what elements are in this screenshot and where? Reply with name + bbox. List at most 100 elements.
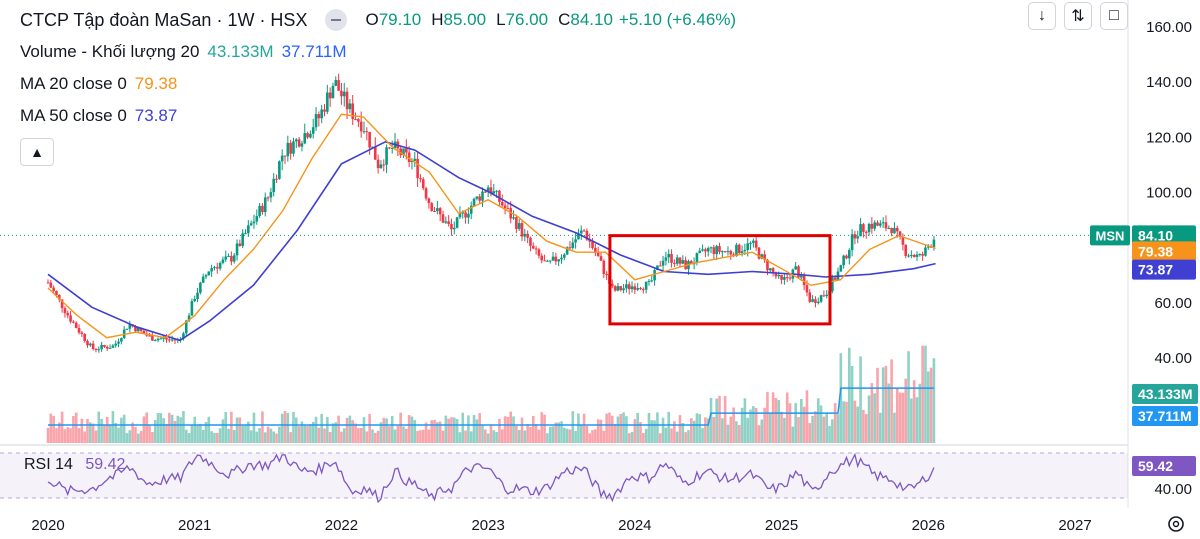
time-tick-label: 2020 bbox=[31, 517, 64, 534]
volume-bar bbox=[275, 433, 278, 443]
volume-bar bbox=[498, 418, 501, 443]
candle-body bbox=[625, 284, 628, 289]
minus-icon[interactable] bbox=[325, 9, 348, 31]
ma50-line bbox=[47, 140, 936, 342]
candle-body bbox=[568, 247, 572, 249]
candle-body bbox=[218, 262, 222, 269]
volume-bar bbox=[529, 426, 532, 443]
volume-bar bbox=[768, 413, 772, 443]
collapse-arrows-icon[interactable]: ⇅ bbox=[1064, 2, 1092, 30]
volume-bar bbox=[289, 432, 292, 443]
candle-body bbox=[785, 277, 789, 279]
volume-bar bbox=[173, 420, 177, 443]
candle-body bbox=[481, 191, 484, 201]
candle-body bbox=[184, 320, 188, 334]
volume-bar bbox=[419, 430, 422, 443]
candle-body bbox=[182, 333, 185, 339]
volume-bar bbox=[252, 412, 256, 443]
volume-bar bbox=[630, 431, 634, 443]
volume-bar bbox=[636, 412, 639, 443]
volume-ma-value: 37.711M bbox=[281, 42, 347, 61]
candle-body bbox=[537, 249, 541, 256]
volume-bar bbox=[300, 421, 304, 443]
candle-body bbox=[636, 288, 639, 290]
volume-bar bbox=[153, 419, 157, 443]
volume-bar bbox=[66, 427, 70, 443]
ma20-legend[interactable]: MA 20 close 0 79.38 bbox=[20, 68, 742, 100]
candle-body bbox=[91, 343, 95, 349]
candle-body bbox=[554, 256, 558, 262]
candle-body bbox=[484, 191, 487, 193]
candle-body bbox=[168, 339, 171, 341]
volume-bar bbox=[862, 409, 865, 443]
candle-body bbox=[413, 158, 417, 161]
volume-bar bbox=[763, 407, 766, 443]
volume-bar bbox=[489, 424, 493, 443]
volume-bar bbox=[706, 418, 710, 443]
open-key: O bbox=[365, 10, 379, 29]
candle-body bbox=[723, 251, 727, 253]
volume-bar bbox=[495, 431, 498, 443]
volume-bar bbox=[794, 403, 797, 443]
volume-bar bbox=[72, 416, 75, 443]
ma50-badge: 73.87 bbox=[1138, 262, 1173, 278]
ticker-badge: MSN bbox=[1096, 228, 1125, 243]
rsi-legend[interactable]: RSI 14 59.42 bbox=[24, 456, 125, 474]
volume-bar bbox=[926, 371, 930, 443]
candle-body bbox=[740, 251, 744, 253]
candle-body bbox=[359, 121, 363, 132]
candle-body bbox=[599, 256, 603, 261]
volume-bar bbox=[876, 367, 879, 443]
volume-bar bbox=[492, 430, 496, 443]
volume-bar bbox=[373, 433, 377, 443]
volume-bar bbox=[145, 412, 149, 443]
candle-body bbox=[797, 266, 800, 278]
ma50-legend[interactable]: MA 50 close 0 73.87 bbox=[20, 100, 742, 132]
volume-bar bbox=[362, 417, 366, 443]
collapse-legend-button[interactable]: ▲ bbox=[20, 138, 54, 166]
candle-body bbox=[802, 275, 806, 286]
volume-bar bbox=[357, 428, 360, 443]
volume-bar bbox=[644, 428, 648, 443]
volume-bar bbox=[410, 416, 414, 443]
chevron-up-icon: ▲ bbox=[30, 144, 44, 160]
volume-bar bbox=[650, 420, 654, 443]
volume-bar bbox=[139, 431, 143, 443]
candle-body bbox=[388, 147, 391, 149]
volume-bar bbox=[642, 433, 645, 443]
candle-body bbox=[579, 230, 583, 234]
volume-bar bbox=[402, 426, 405, 443]
candle-body bbox=[379, 164, 383, 169]
candle-body bbox=[275, 178, 278, 180]
candle-body bbox=[49, 282, 53, 288]
maximize-icon[interactable]: □ bbox=[1100, 2, 1128, 30]
volume-bar bbox=[461, 412, 465, 443]
volume-bar bbox=[684, 432, 687, 443]
candle-body bbox=[506, 208, 510, 210]
volume-bar bbox=[407, 415, 411, 443]
settings-icon[interactable] bbox=[1168, 516, 1184, 532]
close-value: 84.10 bbox=[570, 10, 613, 29]
candle-body bbox=[856, 236, 860, 239]
volume-bar bbox=[568, 429, 572, 443]
volume-bar bbox=[698, 414, 702, 443]
candle-body bbox=[165, 337, 168, 340]
candle-body bbox=[286, 142, 290, 157]
volume-legend[interactable]: Volume - Khối lượng 20 43.133M 37.711M bbox=[20, 36, 742, 68]
candle-body bbox=[60, 299, 64, 309]
volume-bar bbox=[805, 390, 809, 443]
volume-bar bbox=[771, 392, 775, 443]
candle-body bbox=[323, 109, 326, 112]
volume-bar bbox=[108, 425, 112, 443]
ma20-badge: 79.38 bbox=[1138, 243, 1173, 259]
arrow-down-icon[interactable]: ↓ bbox=[1028, 2, 1056, 30]
candle-body bbox=[876, 222, 879, 226]
volume-bar bbox=[847, 347, 851, 443]
candle-body bbox=[794, 266, 797, 270]
candle-body bbox=[472, 198, 476, 206]
last-price-badge: 84.10 bbox=[1138, 227, 1173, 243]
candle-body bbox=[105, 346, 109, 349]
candle-body bbox=[486, 187, 490, 193]
highlight-rectangle[interactable] bbox=[608, 234, 832, 326]
